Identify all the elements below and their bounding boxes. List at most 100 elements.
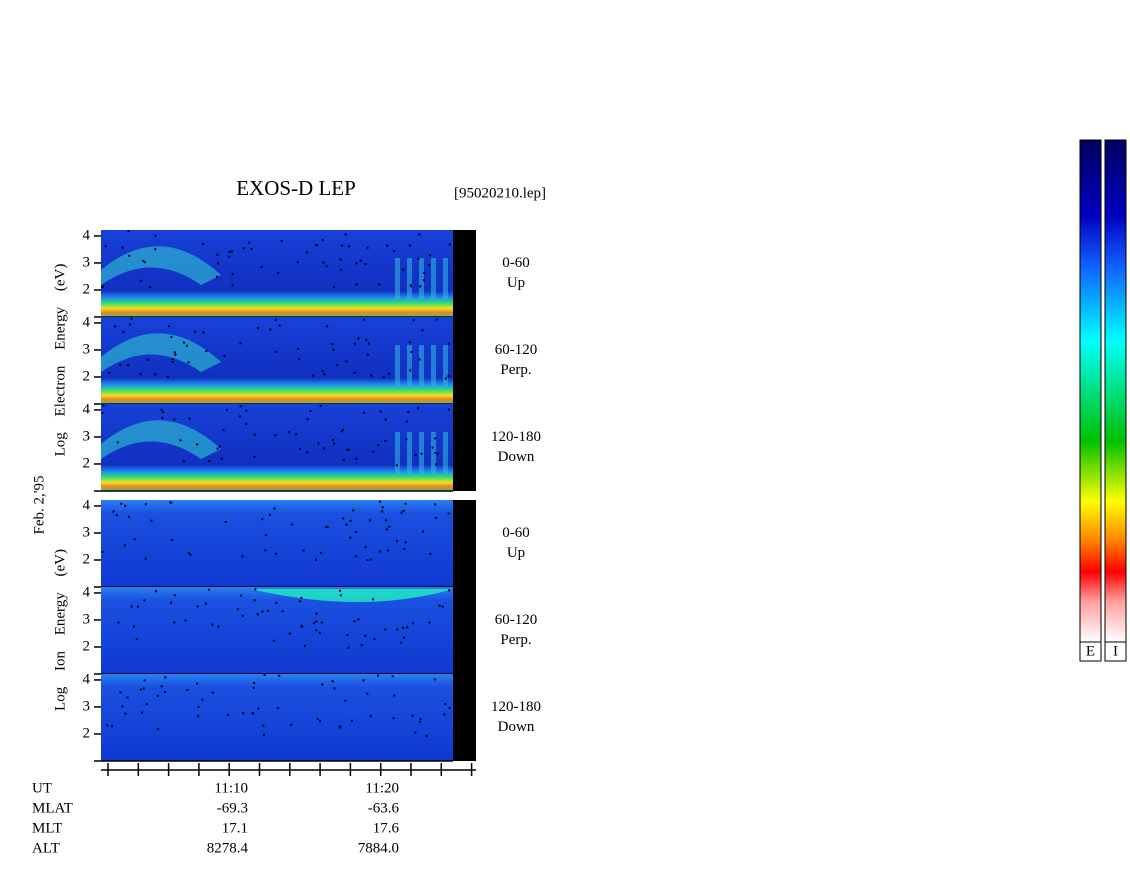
speckle [444,703,447,706]
speckle [448,243,451,246]
speckle [428,254,431,257]
speckle [139,688,142,691]
speckle [354,342,357,345]
speckle [143,599,146,602]
speckle [333,687,336,690]
speckle [257,707,260,710]
speckle [420,452,423,455]
speckle [288,632,291,635]
speckle [121,246,124,249]
y-tick-label: 4 [83,671,91,687]
row-value: 8278.4 [207,840,249,856]
row-value: 17.1 [222,820,248,836]
speckle [418,358,421,361]
speckle [106,724,109,727]
speckle [425,734,428,737]
colorbar [1079,139,1102,643]
speckle [143,261,146,264]
row-name: ALT [32,840,60,856]
speckle [179,439,182,442]
speckle [273,507,276,510]
speckle [274,552,277,555]
speckle [408,244,411,247]
speckle [143,679,146,682]
speckle [342,517,345,520]
speckle [349,519,352,522]
speckle [108,371,111,374]
speckle [441,605,444,608]
speckle [312,374,315,377]
speckle [322,261,325,264]
speckle [338,589,341,592]
speckle [253,433,256,436]
speckle [300,624,303,627]
date: Feb. 2,'95 [31,476,47,535]
speckle [384,519,387,522]
no-data [453,317,476,404]
spectrogram [101,674,453,761]
panel-angle: 60-120 [495,342,538,358]
speckle [434,451,437,454]
speckle [376,674,379,677]
speckle [121,705,124,708]
speckle [403,548,406,551]
speckle [434,516,437,519]
row-name: MLAT [32,800,73,816]
speckle [370,374,373,377]
colorbar-label: I [1113,643,1118,659]
speckle [133,538,136,541]
speckle [318,631,321,634]
x-tick-label: 11:10 [214,780,248,796]
speckle [156,694,159,697]
spectrogram-feature [419,258,424,300]
speckle [325,265,328,268]
speckle [381,510,384,513]
speckle [163,690,166,693]
speckle [340,430,343,433]
speckle [321,683,324,686]
speckle [218,445,221,448]
spectrogram-feature [443,258,448,300]
spectrogram-feature [407,258,412,300]
speckle [261,518,264,521]
spectrogram-feature [395,258,400,300]
speckle [268,513,271,516]
speckle [355,262,358,265]
speckle [197,705,200,708]
speckle [306,451,309,454]
speckle [345,523,348,526]
speckle [231,284,234,287]
speckle [173,621,176,624]
speckle [392,717,395,720]
speckle [117,621,120,624]
speckle [242,712,245,715]
speckle [363,318,366,321]
speckle [447,408,450,411]
speckle [300,596,303,599]
speckle [171,361,174,364]
speckle [319,551,322,554]
speckle [238,415,241,418]
speckle [342,458,345,461]
speckle [211,623,214,626]
speckle [187,552,190,555]
speckle [448,589,451,592]
speckle [332,348,335,351]
speckle [339,268,342,271]
speckle [208,588,211,591]
speckle [422,279,425,282]
speckle [208,460,211,463]
speckle [253,456,256,459]
speckle [399,641,402,644]
speckle [315,612,318,615]
speckle [245,423,248,426]
speckle [220,457,223,460]
y-tick-label: 2 [83,368,91,384]
speckle [357,337,360,340]
speckle [164,676,167,679]
speckle [344,699,347,702]
speckle [225,408,228,411]
speckle [135,638,138,641]
speckle [378,283,381,286]
